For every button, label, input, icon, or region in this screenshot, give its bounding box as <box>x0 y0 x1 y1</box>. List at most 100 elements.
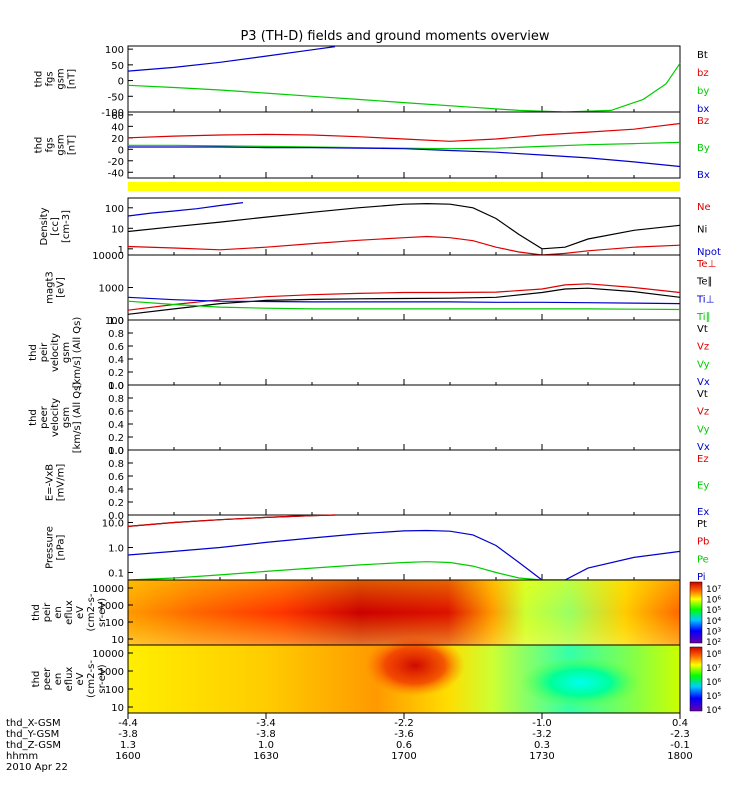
legend-item: Bx <box>697 170 710 181</box>
panel-5: 1.0 0.8 0.6 0.4 0.2 0.0 Vt Vz Vy Vx thd peir velocit… <box>28 316 710 392</box>
y-axis-label: E=-VxB [mV/m] <box>45 464 67 502</box>
legend-item: Ti⊥ <box>696 294 714 305</box>
legend-item: Vy <box>697 359 710 370</box>
y-tick-label: 100 <box>105 685 124 696</box>
series-line-Te⊥ <box>127 283 681 311</box>
legend-item: Vz <box>697 342 709 353</box>
y-tick-label: 0.4 <box>108 355 124 366</box>
legend-item: Bz <box>697 116 709 127</box>
heatmap-shade <box>128 580 680 645</box>
y-tick-label: 100 <box>105 204 124 215</box>
colorbar <box>689 581 703 644</box>
y-tick-label: 1.0 <box>108 446 124 457</box>
heatmap-cool-region <box>519 656 642 709</box>
y-tick-label: 0.2 <box>108 368 124 379</box>
time-row-value: 1800 <box>667 751 692 762</box>
series-line-Pb <box>127 514 336 527</box>
y-tick-label: 0.2 <box>108 433 124 444</box>
panel-3: 100 10 1 Ne Ni Npot Density [cc] [cm-3] <box>39 197 721 258</box>
y-axis-label-line: velocity <box>50 333 61 372</box>
y-tick-label: 1.0 <box>108 544 124 555</box>
panel-frame <box>127 254 681 321</box>
y-axis-label-line: thd <box>34 137 45 154</box>
colorbar-tick-label: 10² <box>706 638 721 648</box>
colorbar-tick-label: 10⁶ <box>706 678 721 688</box>
y-axis-label-line: [cm-3] <box>61 210 72 243</box>
series-line-Te∥ <box>127 287 681 315</box>
y-tick-label: 10000 <box>92 251 124 262</box>
time-row-value: 1.3 <box>120 740 136 751</box>
y-tick-label: 100 <box>105 45 124 56</box>
y-axis-label: thd fgs gsm [nT] <box>34 134 78 155</box>
y-tick-label: 1000 <box>99 601 124 612</box>
time-row-label: thd_Z-GSM <box>6 740 61 751</box>
y-axis-label-line: thd <box>31 604 42 621</box>
y-axis-label-line: fgs <box>45 71 56 86</box>
legend-item: Vz <box>697 407 709 418</box>
y-tick-label: 100 <box>105 618 124 629</box>
series-line-Ni <box>127 202 681 250</box>
y-tick-label: -100 <box>101 108 124 119</box>
y-axis-label-line: thd <box>28 409 39 426</box>
y-tick-label: 0.4 <box>108 485 124 496</box>
series-line-Bz <box>127 122 681 142</box>
y-tick-label: 0.4 <box>108 420 124 431</box>
series-line-Ti⊥ <box>127 296 681 305</box>
time-row-value: 1600 <box>115 751 140 762</box>
colorbar-tick-label: 10⁴ <box>706 706 721 716</box>
legend-item: bz <box>697 68 709 79</box>
legend-item: Npot <box>697 247 721 258</box>
colorbar-tick-label: 10⁸ <box>706 650 721 660</box>
y-axis-label-line: [km/s] (All Qs) <box>72 382 83 454</box>
y-tick-label: 50 <box>111 61 124 72</box>
y-axis-label-line: fgs <box>45 137 56 152</box>
time-row-value: -4.4 <box>118 718 138 729</box>
y-axis-label: magt3 [eV] <box>45 271 67 304</box>
y-axis-label-line: en <box>53 673 64 686</box>
legend-item: by <box>697 86 709 97</box>
y-tick-label: 60 <box>111 111 124 122</box>
y-axis-label-line: Density <box>39 207 50 245</box>
y-tick-label: 0.8 <box>108 329 124 340</box>
date-label: 2010 Apr 22 <box>6 762 68 773</box>
legend-item: Ez <box>697 454 709 465</box>
y-tick-label: 0.6 <box>108 472 124 483</box>
panel-6: 1.0 0.8 0.6 0.4 0.2 0.0 Vt Vz Vy Vx thd peer velocit… <box>28 381 710 457</box>
y-axis-label-line: eV <box>75 606 86 619</box>
y-axis-label: thd peir en eflux eV (cm2-s-sr-eV) <box>31 593 108 631</box>
time-row-value: 1700 <box>391 751 416 762</box>
chart-title: P3 (TH-D) fields and ground moments over… <box>240 29 549 44</box>
y-tick-label: 10000 <box>92 649 124 660</box>
colorbar <box>689 646 703 712</box>
legend-item: Ex <box>697 507 709 518</box>
y-axis-label-line: sr-eV) <box>97 598 108 627</box>
time-row-value: 0.4 <box>672 718 688 729</box>
panel-7: 1.0 0.8 0.6 0.4 0.2 0.0 Ez Ey Ex E=-VxB [mV/m] <box>45 446 710 522</box>
y-axis-label-line: gsm <box>61 342 72 363</box>
panel-10: 10000 1000 100 10 10⁸ 10⁷ 10⁶ 10⁵ 10⁴ thd peer en ef… <box>31 634 721 716</box>
panel-4: 10000 1000 100 Te⊥ Te∥ Ti⊥ Ti∥ magt3 [eV] <box>45 251 717 327</box>
panel-frame <box>127 319 681 386</box>
colorbar-tick-label: 10³ <box>706 627 721 637</box>
y-axis-label-line: eflux <box>64 667 75 692</box>
y-tick-label: 40 <box>111 122 124 133</box>
legend-item: Pt <box>697 519 707 530</box>
legend-item: Vt <box>697 389 708 400</box>
time-row-value: -3.2 <box>532 729 552 740</box>
y-tick-label: -50 <box>108 92 124 103</box>
y-axis-label-line: gsm <box>56 134 67 155</box>
time-row-value: -0.1 <box>670 740 690 751</box>
y-tick-label: 0.6 <box>108 407 124 418</box>
y-axis-label-line: thd <box>31 671 42 688</box>
legend-item: Pb <box>697 537 709 548</box>
y-axis-label-line: thd <box>28 344 39 361</box>
time-row-value: -1.0 <box>532 718 552 729</box>
y-axis-label-line: gsm <box>61 407 72 428</box>
colorbar-tick-label: 10⁷ <box>706 664 721 674</box>
y-tick-label: 10000 <box>92 584 124 595</box>
y-tick-label: 0.8 <box>108 394 124 405</box>
y-tick-label: 0.0 <box>108 446 124 457</box>
time-row-label: thd_X-GSM <box>6 718 61 729</box>
time-row-value: 1630 <box>253 751 278 762</box>
y-tick-label: 1.0 <box>108 381 124 392</box>
